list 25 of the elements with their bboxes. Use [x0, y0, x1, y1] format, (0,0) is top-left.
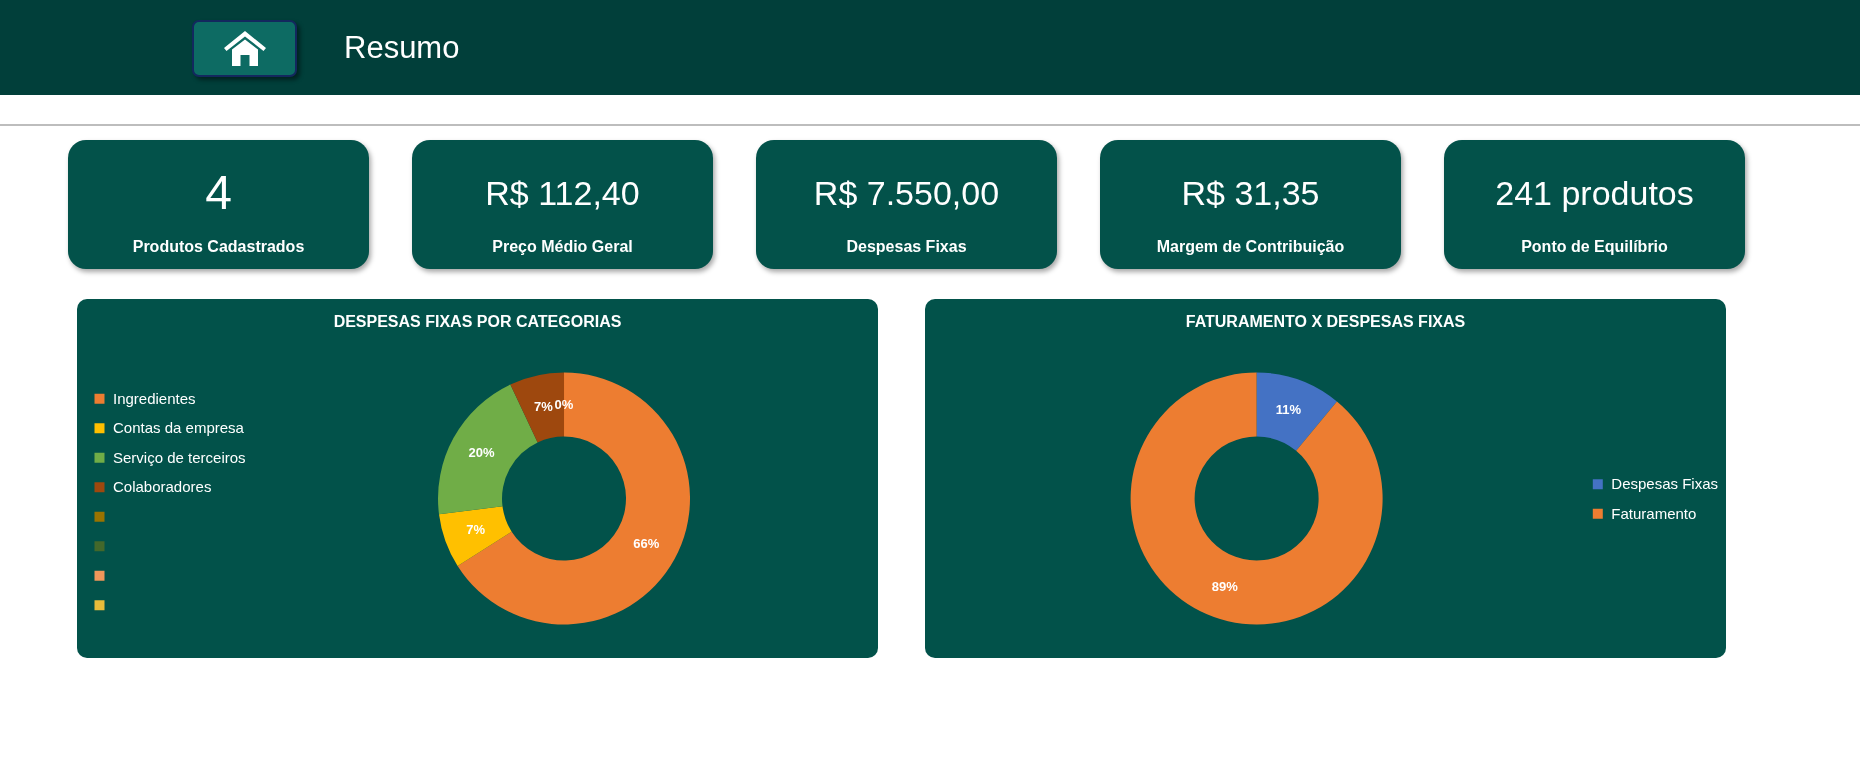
donut-slice [457, 372, 690, 625]
legend-label: Ingredientes [113, 389, 196, 407]
data-label: 20% [468, 445, 496, 461]
legend-label: Serviço de terceiros [113, 448, 246, 466]
data-label: 7% [534, 398, 554, 414]
donut-slice [439, 506, 512, 567]
data-label: 89% [1211, 578, 1239, 594]
card: R$ 112,40 Preço Médio Geral [412, 140, 713, 269]
text: Resumo [344, 29, 460, 65]
card: 241 produtos Ponto de Equilíbrio [1444, 140, 1745, 269]
legend-label: Contas da empresa [113, 419, 245, 437]
card: R$ 31,35 Margem de Contribuição [1100, 140, 1401, 269]
data-label: 66% [633, 535, 660, 551]
chart-title: DESPESAS FIXAS POR CATEGORIAS [333, 313, 622, 330]
legend-label: Faturamento [1611, 504, 1697, 522]
legend-label: Colaboradores [113, 478, 212, 496]
legend-label: Despesas Fixas [1611, 475, 1719, 493]
chart-title: FATURAMENTO X DESPESAS FIXAS [1185, 313, 1466, 330]
text: 0% [554, 396, 574, 412]
data-label: 11% [1275, 402, 1302, 418]
card: R$ 7.550,00 Despesas Fixas [756, 140, 1057, 269]
data-label: 7% [466, 522, 486, 538]
donut-slice [1256, 372, 1337, 451]
donut-slice [1130, 372, 1383, 625]
card: 4 Produtos Cadastrados [68, 140, 369, 269]
